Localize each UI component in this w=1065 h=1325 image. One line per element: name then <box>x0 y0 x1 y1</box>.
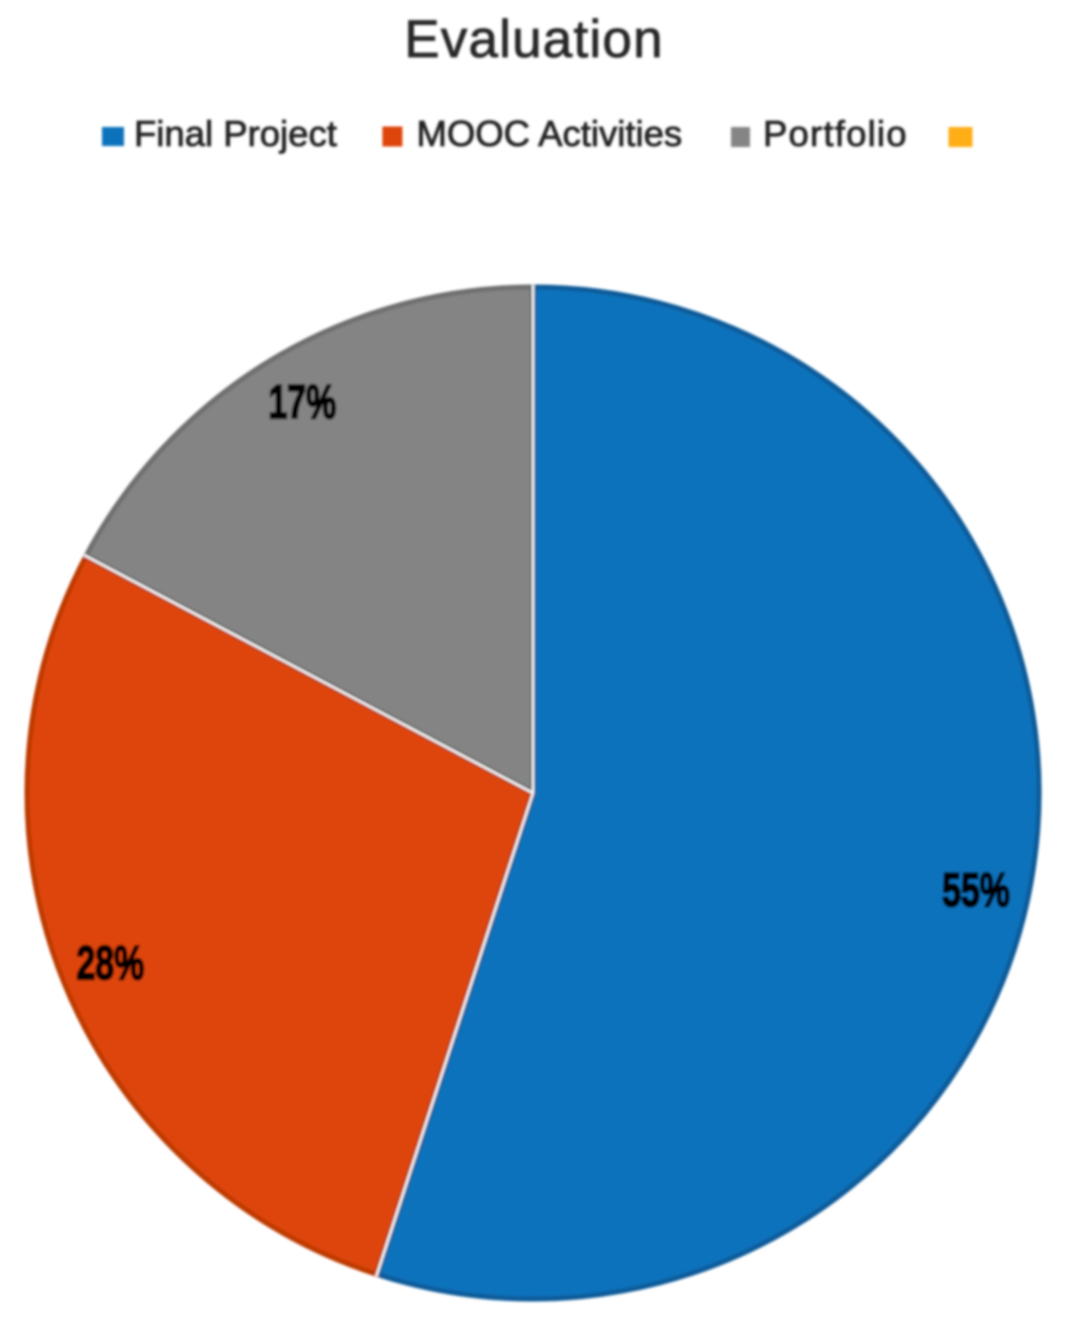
svg-text:17%: 17% <box>268 375 336 428</box>
svg-text:28%: 28% <box>76 937 144 990</box>
svg-text:Evaluation: Evaluation <box>404 10 664 69</box>
svg-text:Portfolio: Portfolio <box>763 113 908 154</box>
svg-text:55%: 55% <box>942 864 1010 917</box>
svg-text:MOOC Activities: MOOC Activities <box>417 113 683 154</box>
svg-text:Final Project: Final Project <box>134 113 337 154</box>
